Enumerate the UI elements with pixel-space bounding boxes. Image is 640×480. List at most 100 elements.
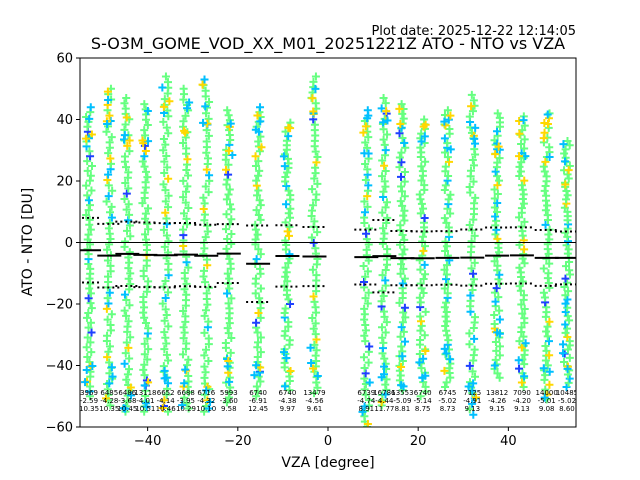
data-point — [470, 231, 479, 240]
data-point — [158, 299, 167, 308]
data-point — [85, 215, 94, 224]
data-point — [443, 106, 452, 115]
data-point — [312, 373, 321, 382]
data-point — [122, 113, 131, 122]
bin-column — [539, 109, 554, 404]
data-point — [121, 237, 130, 246]
data-point — [224, 329, 233, 338]
data-point — [520, 217, 529, 226]
data-point — [256, 284, 265, 293]
data-point — [106, 401, 115, 410]
data-point — [446, 355, 455, 364]
data-point — [560, 358, 569, 367]
data-point — [440, 303, 449, 312]
data-point — [224, 111, 233, 120]
data-point — [86, 103, 95, 112]
data-point — [158, 83, 167, 92]
data-point — [440, 134, 449, 143]
data-point — [378, 286, 387, 295]
data-point — [465, 405, 474, 414]
data-point — [284, 209, 293, 218]
data-point — [86, 299, 95, 308]
data-point — [311, 244, 320, 253]
bin-count-label: 13553 — [391, 389, 413, 397]
data-point — [520, 314, 529, 323]
data-point — [399, 264, 408, 273]
data-point — [107, 133, 116, 142]
bin-sd-label: 12.45 — [248, 405, 268, 413]
data-point — [308, 206, 317, 215]
data-point — [519, 332, 528, 341]
data-point — [471, 313, 480, 322]
data-point — [468, 367, 477, 376]
bin-sd-label: 9.61 — [307, 405, 323, 413]
data-point — [200, 362, 209, 371]
bin-column — [198, 75, 215, 416]
data-point — [179, 209, 188, 218]
data-point — [361, 390, 370, 399]
data-point — [563, 170, 572, 179]
data-point — [309, 107, 318, 116]
bin-sd-label: 9.97 — [280, 405, 296, 413]
bin-column — [119, 93, 136, 416]
data-point — [441, 121, 450, 130]
data-point — [361, 321, 370, 330]
data-point — [492, 284, 501, 293]
data-point — [86, 171, 95, 180]
data-point — [563, 332, 572, 341]
data-point — [254, 210, 263, 219]
data-point — [468, 107, 477, 116]
data-point — [138, 157, 147, 166]
data-point — [515, 172, 524, 181]
data-point — [122, 375, 131, 384]
data-point — [104, 272, 113, 281]
data-point — [140, 339, 149, 348]
data-point — [493, 234, 502, 243]
data-point — [470, 372, 479, 381]
data-point — [444, 171, 453, 180]
data-point — [417, 199, 426, 208]
data-point — [416, 143, 425, 152]
data-point — [161, 276, 170, 285]
data-point — [182, 187, 191, 196]
bin-mean-label: -4.56 — [305, 397, 324, 405]
data-point — [398, 318, 407, 327]
data-point — [121, 179, 130, 188]
data-point — [471, 193, 480, 202]
bin-count-label: 6740 — [249, 389, 267, 397]
data-point — [185, 98, 194, 107]
data-point — [82, 313, 91, 322]
data-point — [468, 280, 477, 289]
plot-area: 3969-2.5910.356485-4.2810.356486-3.6810.… — [80, 72, 576, 427]
data-point — [561, 262, 570, 271]
data-point — [397, 100, 406, 109]
data-point — [251, 161, 260, 170]
data-point — [105, 240, 114, 249]
data-point — [227, 294, 236, 303]
data-point — [252, 318, 261, 327]
data-point — [281, 327, 290, 336]
data-point — [312, 158, 321, 167]
data-point — [227, 205, 236, 214]
bin-column — [490, 109, 504, 382]
data-point — [465, 112, 474, 121]
data-point — [102, 197, 111, 206]
data-point — [159, 102, 168, 111]
data-point — [251, 125, 260, 134]
data-point — [87, 348, 96, 357]
data-point — [383, 213, 392, 222]
bin-count-label: 6688 — [177, 389, 195, 397]
data-point — [381, 276, 390, 285]
data-point — [120, 152, 129, 161]
y-tick-label: 20 — [56, 175, 73, 190]
data-point — [253, 338, 262, 347]
data-point — [360, 385, 369, 394]
data-point — [382, 375, 391, 384]
data-point — [395, 361, 404, 370]
bin-mean-label: -3.60 — [220, 397, 238, 405]
data-point — [161, 186, 170, 195]
data-point — [395, 104, 404, 113]
data-point — [257, 143, 266, 152]
bin-sd-label: 10.35 — [99, 405, 119, 413]
data-point — [364, 133, 373, 142]
